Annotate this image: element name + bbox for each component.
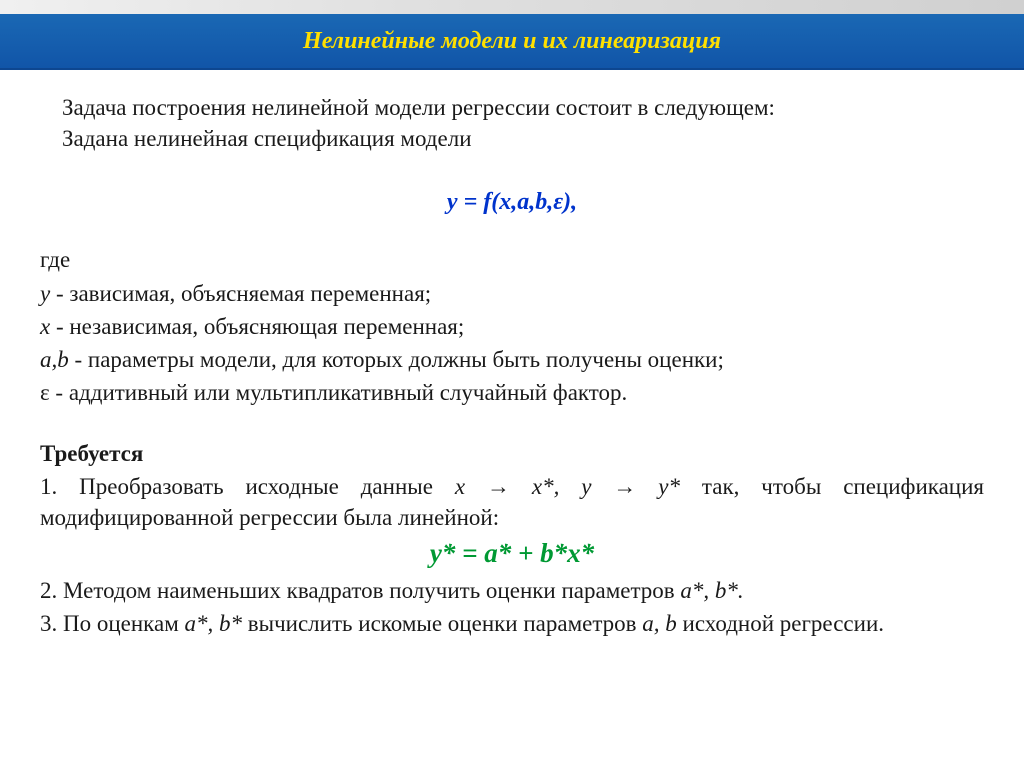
def-y-text: - зависимая, объясняемая переменная; [50, 281, 431, 306]
top-border [0, 0, 1024, 14]
var-ab: a,b [40, 347, 69, 372]
requirement-1: 1. Преобразовать исходные данные x → x*,… [40, 471, 984, 533]
slide-header: Нелинейные модели и их линеаризация [0, 14, 1024, 70]
intro-block: Задача построения нелинейной модели регр… [40, 92, 984, 154]
slide-title: Нелинейные модели и их линеаризация [303, 28, 721, 55]
def-y: y - зависимая, объясняемая переменная; [40, 278, 984, 309]
req3-c: вычислить искомые оценки параметров [242, 611, 642, 636]
req2-params: a*, b*. [680, 578, 743, 603]
req3-d: a, b [642, 611, 677, 636]
required-heading: Требуется [40, 438, 984, 469]
def-eps: ε - аддитивный или мультипликативный слу… [40, 377, 984, 408]
def-eps-text: - аддитивный или мультипликативный случа… [50, 380, 628, 405]
def-ab: a,b - параметры модели, для которых долж… [40, 344, 984, 375]
var-x: x [40, 314, 50, 339]
def-ab-text: - параметры модели, для которых должны б… [69, 347, 724, 372]
slide-content: Задача построения нелинейной модели регр… [0, 70, 1024, 659]
main-formula: y = f(x,a,b,ε), [40, 186, 984, 218]
req3-b: a*, b* [185, 611, 243, 636]
def-x: x - независимая, объясняющая переменная; [40, 311, 984, 342]
req1-pre: 1. Преобразовать исходные данные [40, 474, 455, 499]
intro-line-1: Задача построения нелинейной модели регр… [62, 92, 984, 123]
requirement-2: 2. Методом наименьших квадратов получить… [40, 575, 984, 606]
req3-a: 3. По оценкам [40, 611, 185, 636]
req3-e: исходной регрессии. [677, 611, 884, 636]
var-eps: ε [40, 380, 50, 405]
intro-line-2: Задана нелинейная спецификация модели [62, 123, 984, 154]
req1-trans: x → x*, y → y* [455, 474, 680, 499]
req2-text: 2. Методом наименьших квадратов получить… [40, 578, 680, 603]
var-y: y [40, 281, 50, 306]
where-label: где [40, 244, 984, 275]
linear-formula: y* = a* + b*x* [40, 535, 984, 571]
def-x-text: - независимая, объясняющая переменная; [50, 314, 464, 339]
requirement-3: 3. По оценкам a*, b* вычислить искомые о… [40, 608, 984, 639]
